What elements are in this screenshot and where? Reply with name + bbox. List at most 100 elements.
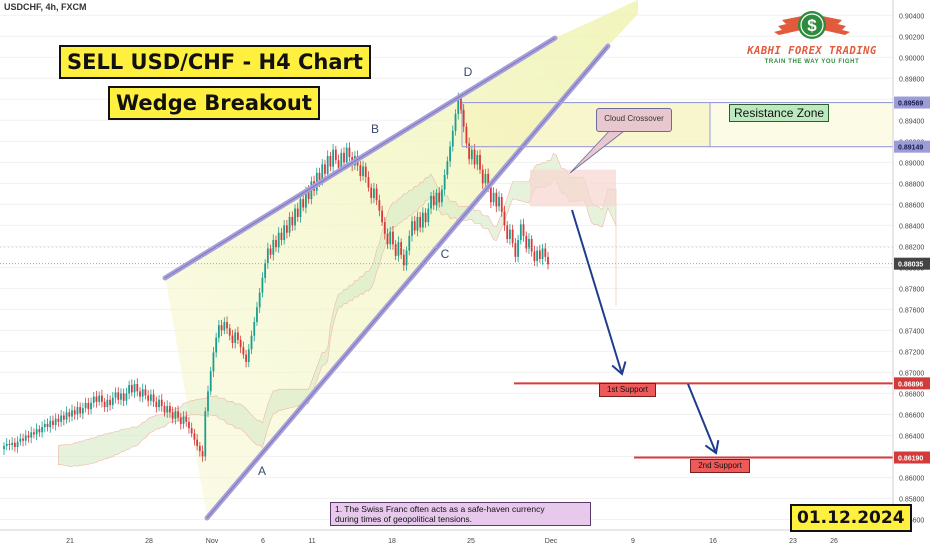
candle-body [438, 192, 441, 203]
candle-body [473, 149, 476, 165]
candle-body [256, 307, 258, 322]
candle-body [522, 224, 525, 236]
candle-body [378, 200, 381, 211]
candle-body [307, 190, 310, 200]
candle-body [87, 402, 90, 410]
candle-body [122, 393, 125, 401]
candle-body [457, 98, 460, 114]
candle-body [49, 420, 52, 428]
candle-body [215, 337, 218, 353]
candle-body [468, 143, 471, 160]
candle-body [158, 399, 160, 408]
price-tick-label: 0.90200 [899, 34, 924, 41]
symbol-label: USDCHF, 4h, FXCM [4, 2, 87, 12]
candle-body [544, 248, 547, 257]
time-tick-label: 28 [145, 538, 153, 545]
price-tick-label: 0.89800 [899, 76, 924, 83]
candle-body [247, 349, 250, 362]
candle-body [359, 165, 362, 176]
candle-body [204, 411, 207, 457]
candle-body [536, 250, 539, 262]
price-highlight-badge [894, 96, 930, 109]
candle-body [375, 188, 378, 201]
arrow-to-support-2 [687, 383, 717, 454]
price-tick-label: 0.86400 [899, 433, 924, 440]
candle-body [79, 407, 82, 414]
candle-body [321, 164, 324, 182]
candle-body [103, 401, 106, 408]
candle-body [465, 126, 468, 144]
candle-body [269, 248, 272, 255]
candle-body [114, 392, 117, 398]
candle-body [174, 411, 177, 419]
candle-body [90, 402, 92, 410]
candle-body [266, 248, 269, 264]
candle-body [402, 254, 405, 266]
candle-body [30, 432, 33, 438]
candle-body [8, 443, 11, 445]
candle-body [334, 149, 337, 161]
candle-body [117, 392, 120, 400]
candle-body [280, 232, 283, 241]
price-tick-label: 0.87400 [899, 328, 924, 335]
candle-body [27, 435, 30, 438]
candle-body [3, 445, 5, 450]
time-tick-label: 9 [631, 538, 635, 545]
candle-body [517, 240, 519, 257]
price-highlight-badge [894, 451, 930, 464]
time-tick-label: 11 [308, 538, 315, 545]
candle-body [101, 395, 103, 402]
price-highlight-label: 0.89149 [898, 145, 923, 152]
wedge-upper-line-core [164, 37, 556, 279]
price-tick-label: 0.86800 [899, 391, 924, 398]
candle-body [62, 415, 65, 420]
candle-body [405, 250, 408, 266]
candle-body [163, 406, 166, 413]
candle-body [432, 195, 435, 206]
candle-body [217, 325, 220, 338]
price-axis: 0.904000.902000.900000.898000.896000.894… [892, 0, 932, 550]
candle-body [73, 410, 76, 415]
resistance-zone-area [462, 102, 710, 147]
price-tick-label: 0.90400 [899, 13, 924, 20]
time-tick-label: 21 [66, 538, 74, 545]
candle-body [60, 415, 63, 422]
wedge-lower-line-core [206, 45, 609, 519]
candle-body [460, 98, 462, 110]
candle-body [296, 208, 299, 217]
candle-body [416, 216, 419, 231]
candle-body [318, 172, 321, 182]
brand-logo: $ KABHI FOREX TRADING TRAIN THE WAY YOU … [742, 8, 882, 68]
candle-body [329, 156, 332, 167]
candle-body [454, 114, 457, 131]
candle-body [33, 432, 35, 435]
candle-body [492, 192, 495, 203]
brand-emblem-icon: $ [774, 11, 850, 39]
candle-body [92, 396, 95, 403]
candle-body [169, 406, 171, 413]
candle-body [337, 160, 340, 168]
candle-body [245, 354, 247, 362]
candle-body [177, 411, 179, 418]
candle-body [277, 232, 280, 248]
candles [3, 92, 549, 462]
price-tick-label: 0.88400 [899, 223, 924, 230]
price-tick-label: 0.87800 [899, 286, 924, 293]
candle-body [285, 225, 288, 233]
time-tick-label: Dec [545, 538, 558, 545]
price-highlight-label: 0.89569 [898, 101, 923, 108]
candle-body [54, 418, 57, 425]
candle-body [190, 428, 193, 434]
candle-body [242, 347, 245, 355]
candle-body [394, 244, 397, 256]
candle-body [120, 393, 122, 400]
candle-body [397, 242, 400, 256]
time-tick-label: 23 [789, 538, 797, 545]
time-tick-label: 26 [830, 538, 838, 545]
time-tick-label: 6 [261, 538, 265, 545]
candle-body [498, 196, 500, 207]
candle-body [5, 443, 8, 446]
price-tick-label: 0.88800 [899, 181, 924, 188]
